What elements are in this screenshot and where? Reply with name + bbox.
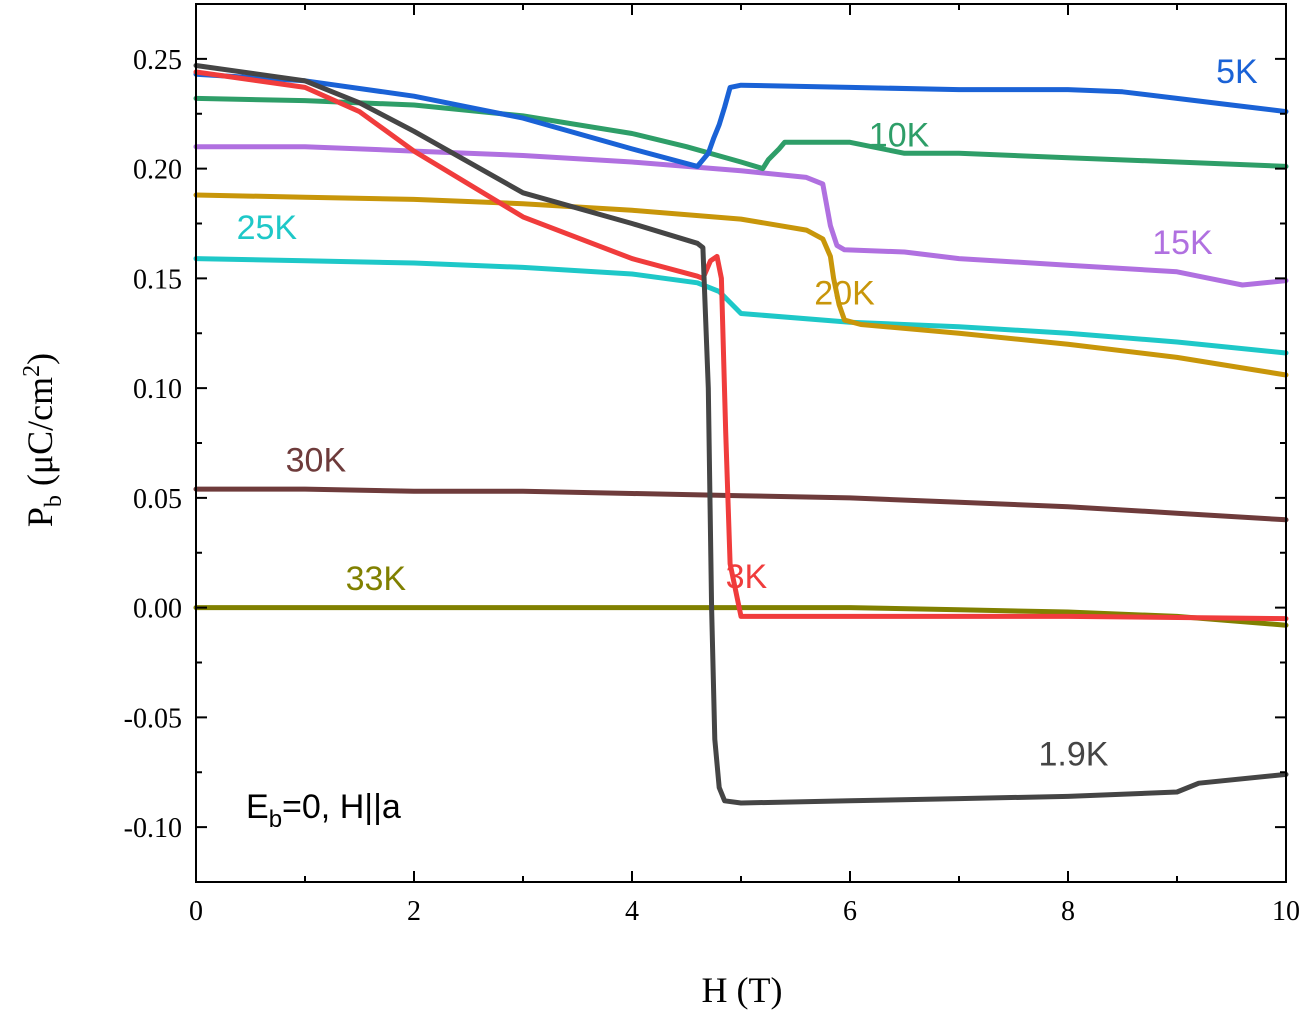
- series-label-5K: 5K: [1216, 53, 1258, 91]
- y-axis-title-main: P: [20, 507, 60, 527]
- y-axis-title-sub: b: [41, 495, 67, 507]
- y-tick-label: -0.10: [124, 813, 182, 844]
- series-layer: [193, 63, 1289, 806]
- x-axis-title: H (T): [702, 970, 783, 1010]
- x-tick-label: 10: [1272, 896, 1300, 927]
- series-label-30K: 30K: [286, 442, 347, 480]
- x-tick-label: 8: [1061, 896, 1075, 927]
- series-line-30K: [193, 486, 1289, 523]
- y-tick-label: 0.00: [133, 594, 182, 625]
- y-tick-label: 0.25: [133, 45, 182, 76]
- series-line-15K: [193, 144, 1289, 288]
- series-label-15K: 15K: [1152, 224, 1213, 262]
- y-tick-label: 0.20: [133, 155, 182, 186]
- series-label-10K: 10K: [869, 117, 930, 155]
- y-axis-title-end: ): [20, 353, 60, 365]
- series-line-20K: [193, 192, 1289, 378]
- y-tick-label: 0.10: [133, 374, 182, 405]
- y-axis-title-sup: 2: [19, 365, 45, 377]
- y-axis-title-units: (μC/cm: [20, 377, 60, 495]
- annotation-rest: =0, H||a: [282, 788, 401, 826]
- series-label-25K: 25K: [237, 209, 298, 247]
- x-tick-label: 0: [189, 896, 203, 927]
- series-label-1-9K: 1.9K: [1038, 736, 1108, 774]
- ticks-layer: 0 2 4 6 8 10 -0.10 -0.05 0.00 0.05 0.10 0.15 0.20 0.2…: [124, 3, 1300, 927]
- plot-frame: [195, 3, 1287, 883]
- y-tick-label: 0.05: [133, 484, 182, 515]
- series-line-5K: [193, 71, 1289, 169]
- y-tick-label: 0.15: [133, 264, 182, 295]
- x-tick-label: 2: [407, 896, 421, 927]
- series-line-25K: [193, 256, 1289, 356]
- annotation-main: E: [246, 788, 269, 826]
- condition-annotation: Eb=0, H||a: [246, 788, 401, 833]
- series-label-20K: 20K: [814, 275, 875, 313]
- y-tick-label: -0.05: [124, 703, 182, 734]
- x-tick-label: 6: [843, 896, 857, 927]
- series-line-1-9K: [193, 63, 1289, 806]
- x-tick-label: 4: [625, 896, 639, 927]
- series-line-3K: [193, 69, 1289, 622]
- annotation-sub: b: [269, 806, 282, 833]
- series-labels: 5K 10K 15K 20K 25K 30K 33K 3K 1.9K: [237, 53, 1258, 774]
- y-axis-title: Pb (μC/cm2): [19, 353, 67, 527]
- series-label-3K: 3K: [726, 558, 768, 596]
- series-label-33K: 33K: [346, 560, 407, 598]
